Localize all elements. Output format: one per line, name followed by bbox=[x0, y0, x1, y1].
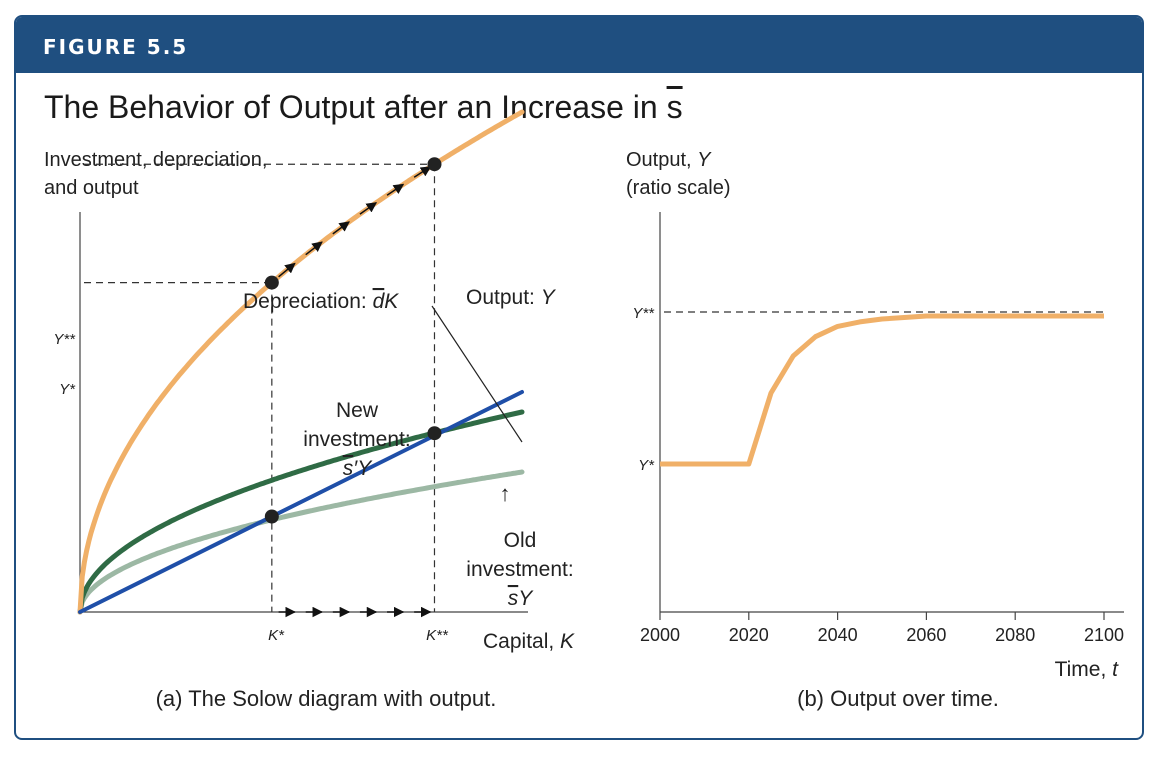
new-investment-label-formula: s′Y bbox=[343, 457, 373, 480]
depreciation-label: Depreciation: dK bbox=[243, 290, 399, 313]
panel-a-xlabel: Capital, K bbox=[483, 630, 575, 653]
figure-title: The Behavior of Output after an Increase… bbox=[44, 89, 683, 126]
panel-a-guides bbox=[84, 163, 436, 612]
panel-a-ylabel-line2: and output bbox=[44, 177, 139, 199]
panel-b-xtick-label: 2100 bbox=[1084, 625, 1124, 645]
output-curve bbox=[77, 109, 525, 615]
output-dot bbox=[427, 157, 442, 172]
output-motion-arrow bbox=[386, 183, 405, 196]
output-path-curve bbox=[660, 313, 1104, 467]
depreciation-curve bbox=[78, 390, 524, 614]
shift-up-arrow: ↑ bbox=[500, 481, 511, 506]
output-curve-label: Output: Y bbox=[466, 286, 557, 309]
output-motion-arrow bbox=[359, 202, 378, 215]
old-investment-label-line2: investment: bbox=[466, 558, 573, 581]
panel-b-xtick-label: 2040 bbox=[818, 625, 858, 645]
output-motion-arrow bbox=[413, 166, 432, 178]
figure-banner: FIGURE 5.5 bbox=[16, 17, 1142, 73]
panel-b: Output, Y (ratio scale) Y** Y* 2000 2020 2… bbox=[626, 149, 1124, 711]
panel-b-ylabel-line1: Output, Y bbox=[626, 149, 712, 171]
output-dot bbox=[264, 275, 279, 290]
panel-a-ylabel-line1: Investment, depreciation, bbox=[44, 149, 267, 171]
figure-frame: FIGURE 5.5 The Behavior of Output after … bbox=[14, 15, 1144, 740]
panel-b-xtick-label: 2060 bbox=[906, 625, 946, 645]
new-investment-label-line2: investment: bbox=[303, 428, 410, 451]
panel-b-xtick-label: 2080 bbox=[995, 625, 1035, 645]
panel-a-xtick-kstar: K* bbox=[268, 627, 285, 644]
depreciation-leader-line bbox=[431, 305, 523, 443]
panel-a-motion-arrows bbox=[278, 166, 432, 618]
panel-b-xlabel: Time, t bbox=[1055, 658, 1120, 681]
figure-label: FIGURE 5.5 bbox=[43, 35, 189, 59]
figure-title-symbol: s bbox=[666, 89, 683, 125]
old-investment-label-formula: sY bbox=[508, 587, 535, 610]
old-investment-curve bbox=[77, 469, 525, 615]
panel-a-steady-state-dots bbox=[264, 157, 442, 524]
panel-a-caption: (a) The Solow diagram with output. bbox=[156, 686, 497, 711]
steady-state-dot bbox=[264, 509, 279, 524]
panel-a-ytick-ystar: Y* bbox=[59, 381, 76, 398]
figure-title-text: The Behavior of Output after an Increase… bbox=[44, 89, 667, 125]
output-motion-arrow bbox=[332, 221, 350, 235]
panel-b-ytick-ystarstar: Y** bbox=[632, 305, 655, 322]
steady-state-dot bbox=[427, 426, 442, 441]
old-investment-label-line1: Old bbox=[504, 529, 537, 552]
panel-a-xtick-kstarstar: K** bbox=[426, 627, 449, 644]
panel-b-ylabel-line2: (ratio scale) bbox=[626, 177, 730, 199]
panel-b-xtick-label: 2000 bbox=[640, 625, 680, 645]
panel-b-caption: (b) Output over time. bbox=[797, 686, 999, 711]
output-motion-arrow bbox=[305, 241, 323, 256]
panel-b-ytick-ystar: Y* bbox=[638, 457, 655, 474]
panel-a-curves bbox=[77, 109, 525, 615]
panel-a-ytick-ystarstar: Y** bbox=[53, 331, 76, 348]
output-motion-arrow bbox=[278, 262, 296, 278]
panel-a: Investment, depreciation, and output Y**… bbox=[44, 109, 575, 711]
new-investment-label-line1: New bbox=[336, 399, 379, 422]
panel-b-x-ticks: 2000 2020 2040 2060 2080 2100 bbox=[640, 612, 1124, 645]
panel-b-xtick-label: 2020 bbox=[729, 625, 769, 645]
panel-b-curve bbox=[660, 313, 1104, 467]
